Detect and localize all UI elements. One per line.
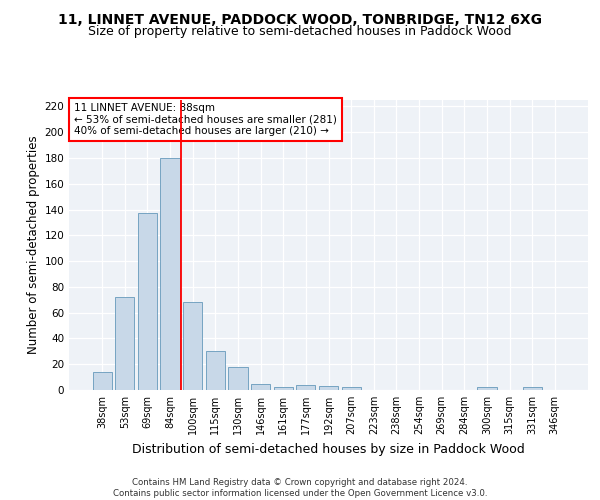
Text: 11 LINNET AVENUE: 88sqm
← 53% of semi-detached houses are smaller (281)
40% of s: 11 LINNET AVENUE: 88sqm ← 53% of semi-de… [74,103,337,136]
Bar [229,367,248,390]
Text: Contains HM Land Registry data © Crown copyright and database right 2024.
Contai: Contains HM Land Registry data © Crown c… [113,478,487,498]
Bar [160,158,180,390]
Bar [251,384,270,390]
Text: 11, LINNET AVENUE, PADDOCK WOOD, TONBRIDGE, TN12 6XG: 11, LINNET AVENUE, PADDOCK WOOD, TONBRID… [58,12,542,26]
X-axis label: Distribution of semi-detached houses by size in Paddock Wood: Distribution of semi-detached houses by … [132,442,525,456]
Y-axis label: Number of semi-detached properties: Number of semi-detached properties [27,136,40,354]
Bar [477,388,497,390]
Bar [115,297,134,390]
Bar [92,372,112,390]
Bar [138,214,157,390]
Bar [341,388,361,390]
Bar [296,385,316,390]
Bar [206,352,225,390]
Bar [274,388,293,390]
Bar [523,388,542,390]
Text: Size of property relative to semi-detached houses in Paddock Wood: Size of property relative to semi-detach… [88,25,512,38]
Bar [183,302,202,390]
Bar [319,386,338,390]
